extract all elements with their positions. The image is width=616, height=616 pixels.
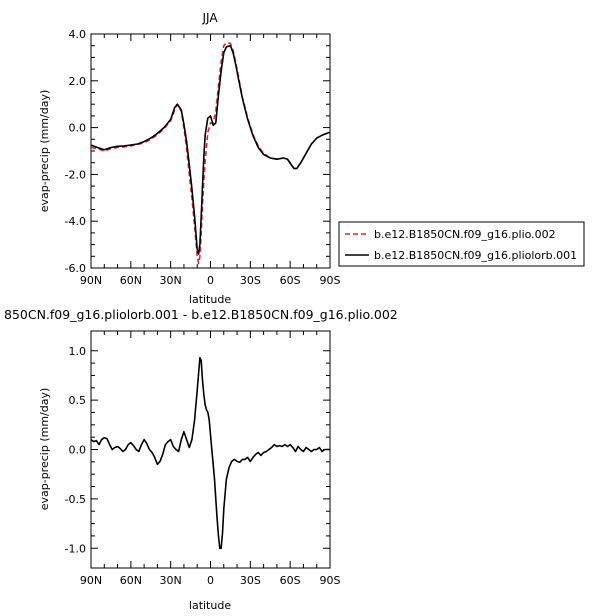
top-plot-frame [90, 33, 331, 269]
top-tick-marks [90, 33, 331, 269]
top-chart-title: JJA [201, 11, 218, 25]
bottom-x-tick-labels: 90N 60N 30N 0 30S 60S 90S [80, 574, 341, 587]
bottom-series-lines [90, 356, 330, 550]
top-y-tick-label: 4.0 [69, 28, 87, 41]
bottom-y-tick-labels: -1.0 -0.5 0.0 0.5 1.0 [65, 345, 86, 556]
top-x-tick-label: 90N [80, 274, 102, 287]
top-y-tick-label: 2.0 [69, 75, 87, 88]
legend: b.e12.B1850CN.f09_g16.plio.002 b.e12.B18… [338, 221, 585, 267]
top-y-tick-label: -4.0 [65, 215, 86, 228]
legend-box [338, 221, 585, 267]
bottom-y-axis-label: evap-precip (mm/day) [38, 388, 51, 511]
top-x-tick-label: 0 [207, 274, 214, 287]
bottom-y-tick-label: 0.0 [69, 444, 87, 457]
bottom-chart: 850CN.f09_g16.pliolorb.001 - b.e12.B1850… [4, 307, 398, 612]
top-x-tick-label: 30S [240, 274, 261, 287]
top-series-lines [90, 42, 331, 265]
top-y-tick-label: 0.0 [69, 122, 87, 135]
bottom-chart-title: 850CN.f09_g16.pliolorb.001 - b.e12.B1850… [4, 307, 398, 322]
top-series-line-2 [90, 44, 331, 255]
top-x-tick-label: 90S [320, 274, 341, 287]
bottom-series-line-1 [90, 356, 330, 550]
bottom-x-tick-label: 60N [120, 574, 142, 587]
bottom-x-tick-label: 0 [207, 574, 214, 587]
top-y-tick-label: -2.0 [65, 168, 86, 181]
bottom-x-axis-label: latitude [189, 599, 231, 612]
legend-label-series-2: b.e12.B1850CN.f09_g16.pliolorb.001 [374, 249, 577, 262]
top-x-tick-label: 30N [160, 274, 182, 287]
top-x-tick-label: 60S [280, 274, 301, 287]
bottom-x-tick-label: 30S [240, 574, 261, 587]
legend-label-series-1: b.e12.B1850CN.f09_g16.plio.002 [374, 228, 556, 241]
top-x-tick-label: 60N [120, 274, 142, 287]
bottom-x-tick-label: 60S [280, 574, 301, 587]
bottom-x-tick-label: 90N [80, 574, 102, 587]
bottom-y-tick-label: -1.0 [65, 542, 86, 555]
top-x-axis-label: latitude [189, 293, 231, 306]
bottom-x-tick-label: 90S [320, 574, 341, 587]
top-y-axis-label: evap-precip (mm/day) [38, 90, 51, 213]
top-series-line-1 [90, 42, 331, 265]
top-chart: JJA 90N 60N 30N 0 30S 60S 90S -6.0 -4.0 -2.0 0.0 2… [38, 11, 585, 306]
bottom-y-tick-label: 0.5 [69, 394, 87, 407]
top-x-tick-labels: 90N 60N 30N 0 30S 60S 90S [80, 274, 341, 287]
top-y-tick-labels: -6.0 -4.0 -2.0 0.0 2.0 4.0 [65, 28, 86, 275]
bottom-y-tick-label: 1.0 [69, 345, 87, 358]
top-y-tick-label: -6.0 [65, 262, 86, 275]
bottom-y-tick-label: -0.5 [65, 493, 86, 506]
bottom-x-tick-label: 30N [160, 574, 182, 587]
